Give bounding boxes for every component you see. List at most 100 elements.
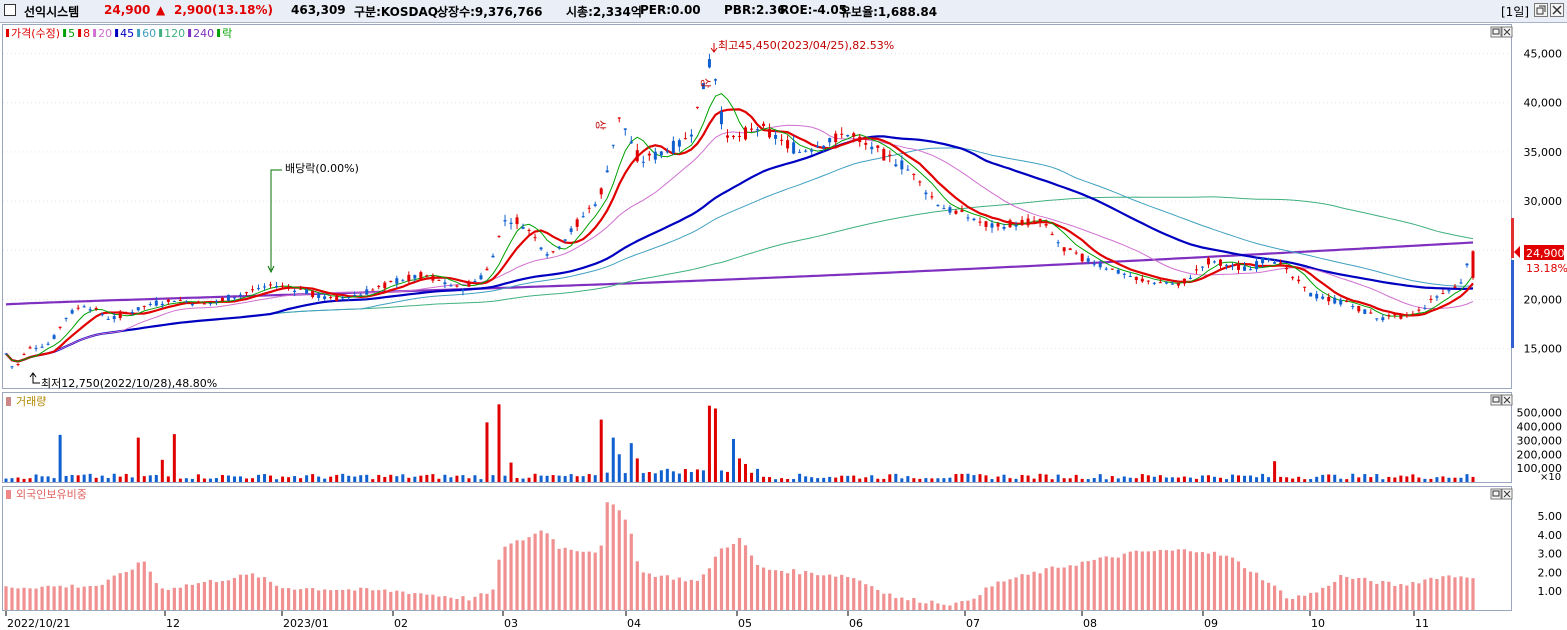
scroll-indicator-up[interactable] [1511,218,1514,258]
restore-button[interactable] [1534,3,1548,20]
volume-bar [906,476,910,482]
candle-body [623,128,627,130]
volume-bar [154,474,158,482]
foreign-ratio-bar [942,604,946,610]
legend-item: 120 [164,27,185,40]
candle-body [1068,248,1072,251]
volume-bar [1441,476,1445,482]
volume-bar [1327,474,1331,482]
candle-body [347,297,351,299]
candle-body [804,150,808,152]
volume-bar [1020,474,1024,482]
foreign-ratio-bar [166,589,170,610]
candle-body [467,282,471,287]
volume-bars [4,404,1475,482]
candle-body [822,145,826,148]
foreign-ratio-bar [82,586,86,610]
volume-bar [1062,478,1066,482]
candle-body [329,297,333,299]
foreign-ratio-bar [1086,561,1090,610]
foreign-ratio-bar [220,581,225,610]
volume-bar [780,478,784,482]
volume-panel-maximize-button[interactable] [1490,394,1502,406]
foreign-ratio-bar [1146,551,1150,610]
foreign-ratio-bar [1182,549,1187,610]
volume-bar [713,408,717,482]
volume-unit: ×10 [1540,472,1561,483]
stock-name[interactable]: 선익시스템 [24,5,80,19]
candle-body [1387,315,1391,317]
foreign-panel-maximize-button[interactable] [1490,488,1502,500]
candle-body [491,255,495,258]
candle-body [527,229,531,231]
volume-panel-title: 거래량 [16,395,46,408]
volume-axis-tick: 100,000 [1517,462,1563,475]
candle-body [641,161,645,163]
candle-body [389,280,393,282]
volume-bar [1231,474,1235,482]
volume-bar [1158,475,1162,482]
volume-bar [756,468,760,482]
foreign-ratio-bar [1333,581,1337,610]
candle-body [768,128,772,138]
x-axis-label: 2022/10/21 [7,617,70,630]
candle-body [533,237,537,239]
volume-bar [1321,474,1325,482]
legend-swatch [63,29,67,37]
volume-bar [1038,473,1042,482]
volume-bar [244,478,248,482]
volume-bar [707,405,711,482]
foreign-ratio-bar [798,574,802,610]
volume-bar [750,472,754,482]
candle-body [1315,293,1319,299]
volume-bar [1194,478,1198,482]
candle-body [1417,309,1421,311]
foreign-ratio-bar [154,583,158,610]
volume-bar [10,478,14,482]
price-panel-close-button[interactable] [1501,26,1513,38]
foreign-ratio-bar [1098,557,1102,610]
candle-body [725,135,729,138]
favorite-checkbox[interactable] [4,4,16,19]
foreign-ratio-bar [822,575,826,610]
foreign-ratio-bar [1411,582,1415,610]
foreign-ratio-bar [1363,577,1367,610]
volume-bar [160,459,164,482]
foreign-ratio-bar [16,588,20,610]
foreign-ratio-bar [1423,579,1427,610]
candle-body [232,297,236,299]
x-axis-label: 05 [738,617,752,630]
volume-bar [299,478,303,482]
foreign-ratio-bar [52,586,56,610]
volume-bar [924,478,928,482]
volume-bar [1128,477,1132,482]
volume-panel-close-button[interactable] [1501,394,1513,406]
foreign-ratio-bar [1266,582,1271,610]
scroll-indicator-down[interactable] [1511,260,1514,348]
close-button[interactable] [1550,3,1564,20]
volume-bar [1339,478,1343,482]
foreign-ratio-bar [1032,571,1036,610]
foreign-ratio-bar [545,533,549,610]
volume-bar [677,473,681,482]
foreign-ratio-bar [389,591,393,610]
volume-bar [479,479,483,482]
period-selector[interactable]: [1일] [1501,5,1530,19]
volume-bar [1285,477,1289,482]
foreign-ratio-bar [924,603,928,610]
foreign-ratio-bar [250,573,255,610]
price-panel-maximize-button[interactable] [1490,26,1502,38]
volume-bar [401,474,405,482]
foreign-ratio-bar [785,573,790,610]
volume-bar [569,474,573,482]
candle-body [587,207,591,209]
volume-bar [419,475,423,482]
candle-body [1194,269,1198,271]
candle-body [184,301,188,303]
foreign-panel-close-button[interactable] [1501,488,1513,500]
foreign-ratio-bar [1441,576,1445,610]
volume-bar [287,477,291,482]
volume-bar [515,478,519,482]
volume-bar [1261,473,1265,482]
